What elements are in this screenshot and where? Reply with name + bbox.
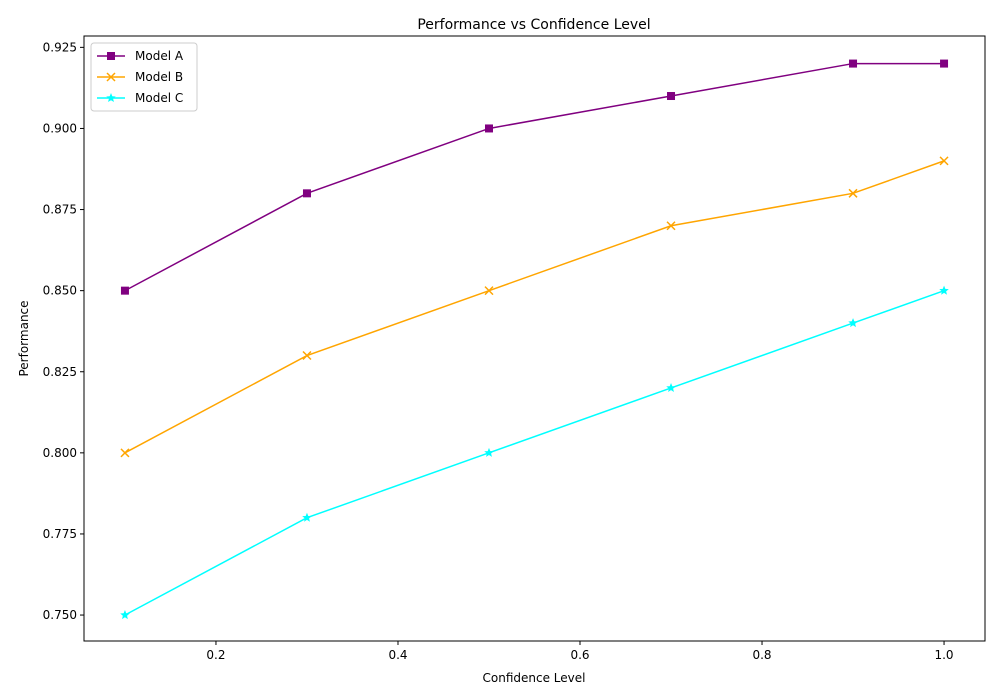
y-tick-label: 0.875 (43, 203, 77, 217)
data-point-model-a (302, 189, 311, 198)
series-line-model-c (124, 289, 945, 616)
legend-item-model-b: Model B (97, 70, 183, 84)
plot-frame (83, 35, 986, 642)
data-point-model-b (484, 286, 494, 296)
data-point-model-a (667, 92, 676, 101)
y-tick-label: 0.775 (43, 527, 77, 541)
legend-label-model-b: Model B (135, 70, 183, 84)
data-point-model-a (484, 124, 493, 133)
series-line-model-a (124, 62, 945, 292)
x-tick-label: 0.2 (206, 648, 225, 662)
data-point-model-b (666, 221, 676, 231)
legend-item-model-a: Model A (97, 49, 184, 63)
legend: Model A Model B Model C (90, 42, 198, 112)
data-point-model-c (939, 285, 949, 295)
data-point-model-b (939, 156, 949, 166)
y-tick-label: 0.750 (43, 608, 77, 622)
data-point-model-b (848, 188, 858, 198)
x-tick-label: 0.8 (752, 648, 771, 662)
data-point-model-c (302, 512, 312, 522)
y-tick-label: 0.900 (43, 121, 77, 135)
series-line-model-b (124, 160, 945, 454)
data-point-model-b (120, 448, 130, 458)
y-tick-label: 0.925 (43, 40, 77, 54)
data-point-model-c (484, 447, 494, 457)
legend-marker-model-a (107, 52, 115, 60)
data-point-model-a (849, 59, 858, 68)
plot-area (120, 59, 949, 620)
y-tick-label: 0.800 (43, 446, 77, 460)
y-axis-label: Performance (17, 300, 31, 376)
x-tick-label: 0.6 (570, 648, 589, 662)
legend-marker-model-c (106, 93, 116, 103)
data-point-model-b (302, 351, 312, 361)
legend-marker-model-b (106, 72, 116, 82)
data-point-model-c (666, 382, 676, 393)
series-model-c (120, 285, 949, 620)
axis-ticks: 0.2 0.4 0.6 0.8 1.0 0.750 0.775 0.800 0.825 0.850… (43, 40, 954, 662)
legend-item-model-c: Model C (97, 91, 183, 105)
x-tick-label: 1.0 (934, 648, 953, 662)
y-tick-label: 0.825 (43, 365, 77, 379)
x-tick-label: 0.4 (388, 648, 407, 662)
data-point-model-c (120, 610, 130, 620)
series-model-a (120, 59, 949, 295)
data-point-model-a (120, 286, 129, 295)
data-point-model-a (940, 59, 949, 68)
data-point-model-c (848, 318, 858, 328)
legend-label-model-c: Model C (135, 91, 183, 105)
series-model-b (120, 156, 949, 458)
x-axis-label: Confidence Level (483, 671, 586, 685)
y-tick-label: 0.850 (43, 284, 77, 298)
legend-box (90, 42, 198, 112)
chart-title: Performance vs Confidence Level (417, 17, 650, 33)
legend-label-model-a: Model A (135, 49, 184, 63)
